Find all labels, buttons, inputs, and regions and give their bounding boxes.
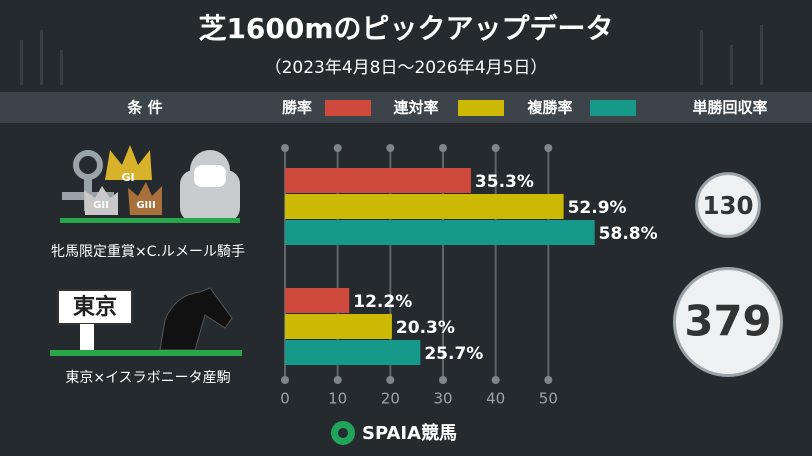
legend-label: 連対率 <box>393 99 438 117</box>
background-bars <box>20 25 763 85</box>
bar <box>285 194 564 219</box>
legend-label: 勝率 <box>282 99 312 117</box>
value-label: 12.2% <box>353 292 412 312</box>
sign-label: 東京 <box>73 294 117 320</box>
x-tick-label: 0 <box>280 390 290 408</box>
crown-label: GII <box>93 200 109 211</box>
footer-brand: SPAIA競馬 <box>362 422 457 444</box>
icon-sign-horse <box>50 287 242 356</box>
grid-dot <box>333 144 342 152</box>
value-label: 52.9% <box>568 198 627 218</box>
header-band <box>0 92 812 123</box>
crown-label: GI <box>121 171 134 184</box>
bar <box>285 340 421 365</box>
legend-label: 複勝率 <box>526 99 572 117</box>
x-tick-label: 50 <box>539 390 558 408</box>
legend-swatch <box>590 100 636 116</box>
grid-dot <box>386 144 395 152</box>
grid-dot <box>491 376 500 384</box>
x-tick-label: 40 <box>486 390 505 408</box>
value-label: 58.8% <box>599 224 658 244</box>
x-tick-label: 20 <box>381 390 400 408</box>
grid-dot <box>281 376 289 384</box>
value-label: 20.3% <box>396 318 455 338</box>
grid-dot <box>439 376 447 384</box>
bar <box>285 168 471 193</box>
chart-subtitle: （2023年4月8日～2026年4月5日） <box>265 58 548 78</box>
footer-logo <box>331 421 355 445</box>
grid-dot <box>439 144 447 152</box>
return-circle <box>695 172 761 238</box>
legend-swatch <box>458 100 504 116</box>
chart-title: 芝1600mのピックアップデータ <box>198 12 613 45</box>
condition-header: 条 件 <box>126 99 162 117</box>
category-label: 東京×イスラボニータ産駒 <box>65 370 230 386</box>
value-label: 25.7% <box>424 344 483 364</box>
grid-dot <box>281 144 289 152</box>
x-tick-label: 30 <box>433 390 452 408</box>
bar <box>285 288 350 313</box>
return-header: 単勝回収率 <box>692 99 767 117</box>
grid-dot <box>333 376 342 384</box>
icon-trophy <box>60 145 240 223</box>
value-label: 35.3% <box>475 172 534 192</box>
x-tick-label: 10 <box>328 390 347 408</box>
return-value: 379 <box>684 297 771 346</box>
grid-dot <box>544 144 553 152</box>
grid-dot <box>544 376 553 384</box>
category-label: 牝馬限定重賞×C.ルメール騎手 <box>51 244 245 260</box>
bar <box>285 220 595 245</box>
bar <box>285 314 392 339</box>
legend-swatch <box>325 100 371 116</box>
crown-label: GIII <box>136 200 155 211</box>
grid-dot <box>491 144 500 152</box>
return-circle <box>672 266 784 378</box>
return-value: 130 <box>702 191 753 220</box>
grid-dot <box>386 376 395 384</box>
